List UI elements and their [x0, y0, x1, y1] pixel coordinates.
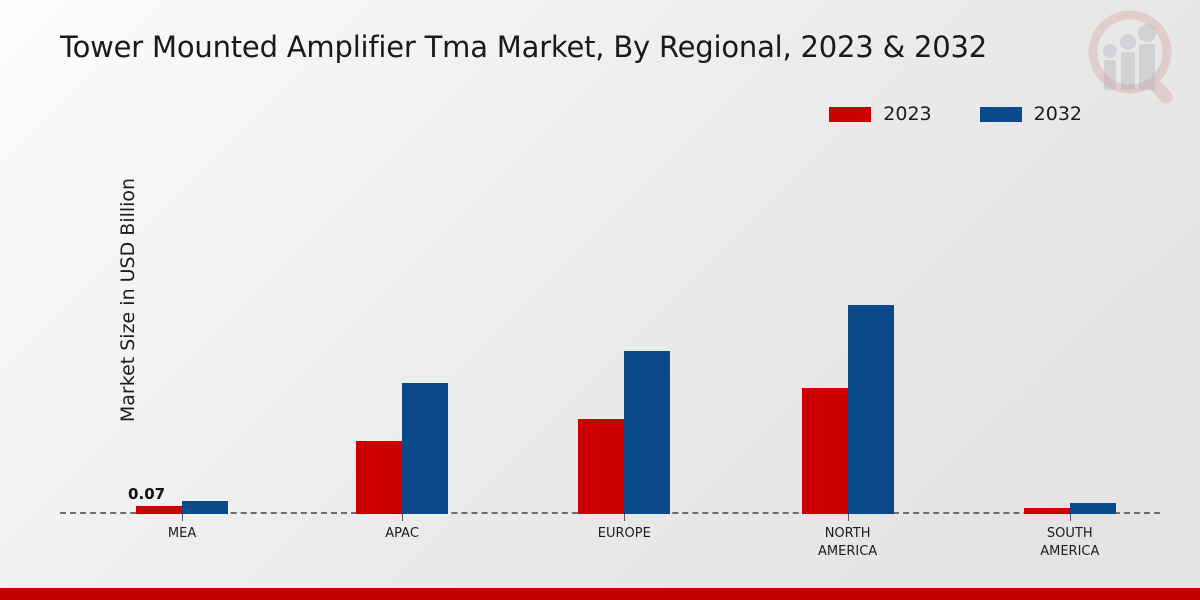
axis-tick-mea	[182, 514, 184, 521]
bar-2023-mea[interactable]	[136, 506, 183, 514]
bar-2032-mea[interactable]	[182, 501, 229, 514]
category-label-apac: APAC	[385, 526, 419, 541]
plot-area: 0.07 MEA APAC EUROPE NORTH AMERICA	[60, 140, 1163, 559]
axis-tick-europe	[624, 514, 626, 521]
bar-group-europe: EUROPE	[531, 140, 718, 541]
legend-swatch-2032	[979, 106, 1022, 122]
bar-2023-europe[interactable]	[578, 419, 625, 514]
chart-legend: 2023 2032	[829, 103, 1082, 125]
bar-group-south-america: SOUTH AMERICA	[976, 140, 1163, 559]
legend-label-2023: 2023	[883, 103, 932, 125]
legend-item-2023[interactable]: 2023	[829, 103, 932, 125]
bar-group-north-america: NORTH AMERICA	[754, 140, 941, 559]
bar-group-mea: 0.07 MEA	[89, 140, 276, 541]
category-label-north-america: NORTH AMERICA	[818, 526, 878, 559]
bar-group-apac: APAC	[309, 140, 496, 541]
bar-2023-north-america[interactable]	[801, 388, 848, 514]
bar-2032-europe[interactable]	[624, 351, 671, 514]
category-label-mea: MEA	[167, 526, 197, 541]
bar-2023-apac[interactable]	[356, 441, 403, 514]
legend-swatch-2023	[829, 106, 872, 122]
category-label-south-america: SOUTH AMERICA	[1040, 526, 1100, 559]
axis-tick-apac	[402, 514, 404, 521]
category-label-europe: EUROPE	[597, 526, 651, 541]
magnifier-analytics-logo-icon	[1088, 10, 1173, 104]
axis-tick-north-america	[847, 514, 849, 521]
bar-2023-south-america[interactable]	[1023, 508, 1070, 514]
bar-value-label-mea: 0.07	[128, 485, 166, 503]
bar-2032-north-america[interactable]	[847, 305, 894, 514]
legend-item-2032[interactable]: 2032	[979, 103, 1082, 125]
axis-tick-south-america	[1069, 514, 1071, 521]
chart-title: Tower Mounted Amplifier Tma Market, By R…	[60, 30, 988, 64]
bar-2032-apac[interactable]	[402, 383, 449, 514]
bar-2032-south-america[interactable]	[1069, 503, 1116, 514]
footer-accent-strip	[0, 588, 1200, 600]
legend-label-2032: 2032	[1033, 103, 1082, 125]
